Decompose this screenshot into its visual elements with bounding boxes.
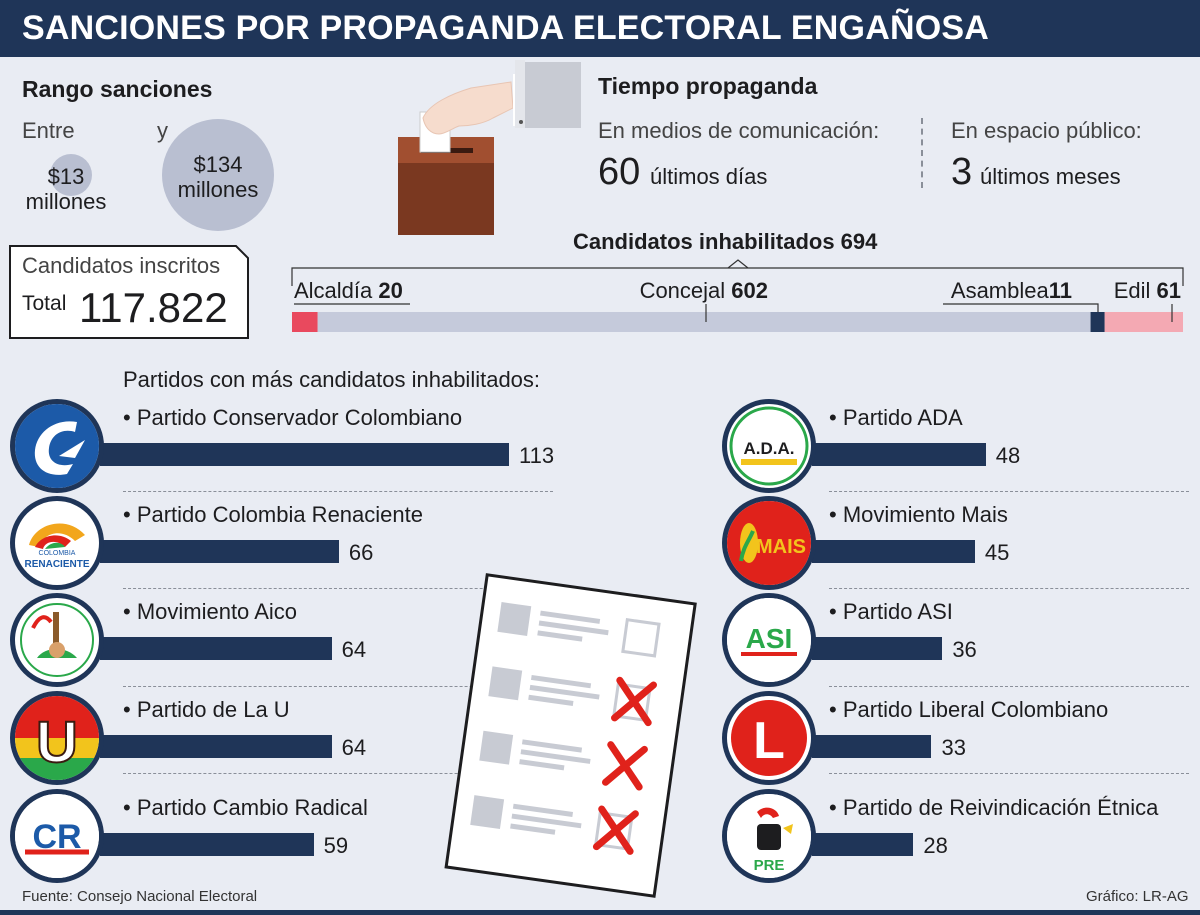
party-value-partido-de-la-u: 64 (341, 735, 367, 760)
inhabilitados-stacked-chart: Alcaldía 20 Concejal 602 Asamblea11 Edil 61 (291, 259, 1184, 332)
mais-logo: MAIS (722, 496, 816, 590)
party-bar-partido-asi (812, 637, 943, 660)
party-value-movimiento-mais: 45 (984, 540, 1010, 565)
espacio-num: 3 (951, 151, 973, 193)
party-bar-movimiento-mais (812, 540, 975, 563)
separator (829, 491, 1189, 492)
rango-y: y (157, 118, 168, 143)
separator (123, 686, 553, 687)
party-bar-movimiento-aico (100, 637, 332, 660)
la-u-logo: U (10, 691, 104, 785)
party-bar-partido-cambio-radical (100, 833, 314, 856)
medios-label: En medios de comunicación: (598, 118, 880, 143)
checklist-paper-icon (444, 573, 697, 898)
rango-max: $134 millones (177, 152, 259, 202)
stack-label-alcalda: Alcaldía 20 (294, 278, 403, 303)
conservador-logo (10, 399, 104, 493)
medios-num: 60 (598, 151, 641, 193)
stack-label-concejal: Concejal 602 (640, 278, 768, 303)
medios-unit: últimos días (650, 164, 768, 189)
party-bar-partido-de-reivindicacion-etnica (812, 833, 914, 856)
party-bar-partido-ada (812, 443, 986, 466)
party-name-partido-de-la-u: • Partido de La U (123, 697, 290, 722)
svg-text:MAIS: MAIS (756, 536, 806, 558)
tiempo-divider (921, 118, 923, 188)
party-name-partido-cambio-radical: • Partido Cambio Radical (123, 795, 368, 820)
source-note: Fuente: Consejo Nacional Electoral (22, 888, 258, 905)
svg-text:COLOMBIA: COLOMBIA (39, 550, 76, 557)
stack-segment-concejal (317, 312, 1091, 332)
party-value-partido-de-reivindicacion-etnica: 28 (923, 833, 948, 858)
party-bar-partido-de-la-u (100, 735, 332, 758)
party-name-partido-ada: • Partido ADA (829, 405, 963, 430)
pre-logo: PRE (722, 789, 816, 883)
tiempo-heading: Tiempo propaganda (598, 73, 818, 99)
header-bar (0, 0, 1200, 57)
ada-logo: A.D.A. (722, 399, 816, 493)
separator (123, 773, 553, 774)
separator (123, 588, 553, 589)
party-name-partido-de-reivindicacion-etnica: • Partido de Reivindicación Étnica (829, 795, 1159, 820)
stack-segment-asamblea (1090, 312, 1105, 332)
rango-entre: Entre (22, 118, 75, 143)
partidos-heading: Partidos con más candidatos inhabilitado… (123, 367, 541, 392)
svg-text:CR: CR (32, 818, 81, 856)
liberal-logo: L (722, 691, 816, 785)
page-title: SANCIONES POR PROPAGANDA ELECTORAL ENGAÑ… (22, 9, 989, 47)
rango-heading: Rango sanciones (22, 76, 213, 102)
espacio-unit: últimos meses (980, 164, 1121, 189)
inscritos-box (9, 245, 249, 339)
renaciente-logo: COLOMBIA RENACIENTE (10, 496, 104, 590)
min-circle (50, 154, 92, 196)
stack-segment-alcalda (292, 312, 318, 332)
party-value-movimiento-aico: 64 (341, 637, 367, 662)
cambio-radical-logo: CR (10, 789, 104, 883)
party-value-partido-ada: 48 (995, 443, 1021, 468)
footer-bar (0, 910, 1200, 915)
separator (829, 686, 1189, 687)
max-circle (162, 119, 274, 231)
asi-logo: ASI (722, 593, 816, 687)
rango-min: $13 millones (25, 164, 107, 214)
party-value-partido-cambio-radical: 59 (323, 833, 349, 858)
separator (829, 773, 1189, 774)
separator (123, 491, 553, 492)
party-bar-partido-conservador-colombiano (100, 443, 510, 466)
party-name-partido-conservador-colombiano: • Partido Conservador Colombiano (123, 405, 463, 430)
inhabilitados-title: Candidatos inhabilitados 694 (573, 229, 878, 254)
inscritos-total-label: Total (22, 292, 67, 315)
credit-note: Gráfico: LR-AG (1086, 888, 1189, 905)
ballot-box-icon (398, 60, 581, 235)
aico-logo (10, 593, 104, 687)
party-name-partido-liberal-colombiano: • Partido Liberal Colombiano (829, 697, 1109, 722)
svg-text:L: L (753, 712, 785, 770)
party-value-partido-colombia-renaciente: 66 (348, 540, 374, 565)
inscritos-label: Candidatos inscritos (22, 253, 221, 278)
stack-label-edil: Edil 61 (1114, 278, 1181, 303)
party-name-movimiento-mais: • Movimiento Mais (829, 502, 1008, 527)
party-value-partido-conservador-colombiano: 113 (519, 443, 555, 468)
svg-text:ASI: ASI (746, 623, 793, 654)
party-value-partido-asi: 36 (952, 637, 977, 662)
separator (829, 588, 1189, 589)
svg-text:PRE: PRE (754, 857, 785, 874)
stack-segment-edil (1104, 312, 1183, 332)
espacio-label: En espacio público: (951, 118, 1142, 143)
svg-text:RENACIENTE: RENACIENTE (24, 559, 89, 570)
stack-label-asamblea: Asamblea11 (951, 278, 1072, 303)
svg-text:A.D.A.: A.D.A. (744, 439, 795, 458)
party-name-partido-colombia-renaciente: • Partido Colombia Renaciente (123, 502, 423, 527)
svg-text:U: U (36, 710, 78, 775)
party-value-partido-liberal-colombiano: 33 (941, 735, 966, 760)
inscritos-total-value: 117.822 (79, 284, 228, 331)
party-name-partido-asi: • Partido ASI (829, 599, 953, 624)
party-bar-partido-colombia-renaciente (100, 540, 339, 563)
party-bar-partido-liberal-colombiano (812, 735, 932, 758)
party-name-movimiento-aico: • Movimiento Aico (123, 599, 297, 624)
